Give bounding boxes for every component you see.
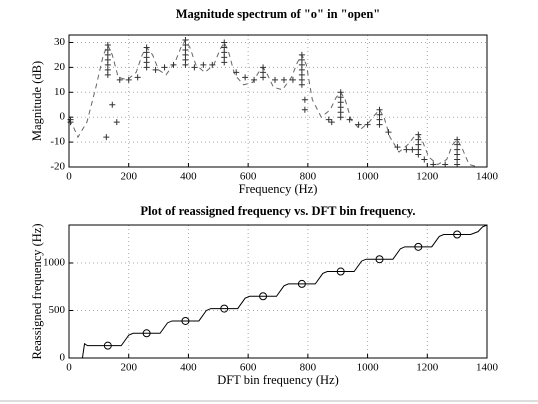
plus-marker xyxy=(280,76,287,83)
circle-marker xyxy=(297,279,306,288)
circle-marker xyxy=(181,316,190,325)
circle-marker xyxy=(142,329,151,338)
plus-marker xyxy=(260,74,267,81)
plus-marker xyxy=(104,71,111,78)
y-tick-label: 0 xyxy=(60,352,66,364)
x-tick-label: 0 xyxy=(66,171,72,183)
x-axis-label: Frequency (Hz) xyxy=(239,182,318,196)
plus-marker xyxy=(355,121,362,128)
plus-marker xyxy=(376,121,383,128)
chart-title: Plot of reassigned frequency vs. DFT bin… xyxy=(140,204,415,218)
plus-marker xyxy=(289,76,296,83)
plus-marker xyxy=(67,119,74,126)
plus-marker xyxy=(415,151,422,158)
circle-marker xyxy=(453,230,462,239)
plus-marker xyxy=(301,106,308,113)
plus-marker xyxy=(134,74,141,81)
y-tick-label: -10 xyxy=(50,136,65,148)
plus-marker xyxy=(272,76,279,83)
plus-marker xyxy=(251,76,258,83)
circle-marker xyxy=(220,304,229,313)
plus-marker xyxy=(328,119,335,126)
plus-marker xyxy=(191,64,198,71)
y-tick-label: 1000 xyxy=(43,257,66,269)
plus-marker xyxy=(103,134,110,141)
circle-marker xyxy=(336,267,345,276)
y-tick-label: 20 xyxy=(54,61,66,73)
plus-marker xyxy=(221,59,228,66)
x-tick-label: 200 xyxy=(120,171,137,183)
circle-marker xyxy=(259,292,268,301)
axes-box xyxy=(68,224,488,359)
x-tick-label: 200 xyxy=(120,362,137,374)
plus-marker xyxy=(209,61,216,68)
x-tick-label: 400 xyxy=(180,171,197,183)
plus-marker xyxy=(152,66,159,73)
plus-marker xyxy=(337,114,344,121)
x-tick-label: 1400 xyxy=(476,171,499,183)
circle-marker xyxy=(414,242,423,251)
x-tick-label: 800 xyxy=(300,171,317,183)
x-tick-label: 800 xyxy=(300,362,317,374)
plus-marker xyxy=(200,61,207,68)
x-tick-label: 600 xyxy=(240,171,257,183)
circle-marker xyxy=(375,255,384,264)
plus-marker xyxy=(385,129,392,136)
y-tick-label: -20 xyxy=(50,161,65,173)
chart-title: Magnitude spectrum of "o" in "open" xyxy=(176,7,381,21)
y-axis-label: Magnitude (dB) xyxy=(30,61,44,141)
circle-marker xyxy=(103,341,112,350)
y-tick-label: 30 xyxy=(54,36,66,48)
x-axis-label: DFT bin frequency (Hz) xyxy=(217,373,339,387)
plus-marker xyxy=(161,64,168,71)
plus-marker xyxy=(364,121,371,128)
plus-marker xyxy=(301,96,308,103)
plus-marker xyxy=(109,101,116,108)
y-axis-label: Reassigned frequency (Hz) xyxy=(30,223,44,359)
plus-marker xyxy=(182,61,189,68)
plus-marker xyxy=(403,146,410,153)
plus-marker xyxy=(409,146,416,153)
x-tick-label: 1000 xyxy=(357,362,380,374)
plus-marker xyxy=(125,76,132,83)
plus-marker xyxy=(170,61,177,68)
x-tick-label: 1200 xyxy=(416,362,439,374)
series-line xyxy=(81,224,488,359)
plus-marker xyxy=(298,81,305,88)
plus-marker xyxy=(394,144,401,151)
axes-box xyxy=(68,34,488,168)
plus-marker xyxy=(113,119,120,126)
plus-marker xyxy=(116,76,123,83)
x-tick-label: 600 xyxy=(240,362,257,374)
x-tick-label: 1200 xyxy=(416,171,439,183)
series-line xyxy=(68,39,479,168)
x-tick-label: 0 xyxy=(66,362,72,374)
y-tick-label: 0 xyxy=(60,111,66,123)
plus-marker xyxy=(143,64,150,71)
plus-marker xyxy=(421,156,428,163)
plus-marker xyxy=(233,69,240,76)
y-tick-label: 500 xyxy=(49,304,66,316)
y-tick-label: 10 xyxy=(54,86,66,98)
plus-marker xyxy=(242,74,249,81)
x-tick-label: 1000 xyxy=(357,171,380,183)
x-tick-label: 400 xyxy=(180,362,197,374)
plus-marker xyxy=(346,116,353,123)
x-tick-label: 1400 xyxy=(476,362,499,374)
